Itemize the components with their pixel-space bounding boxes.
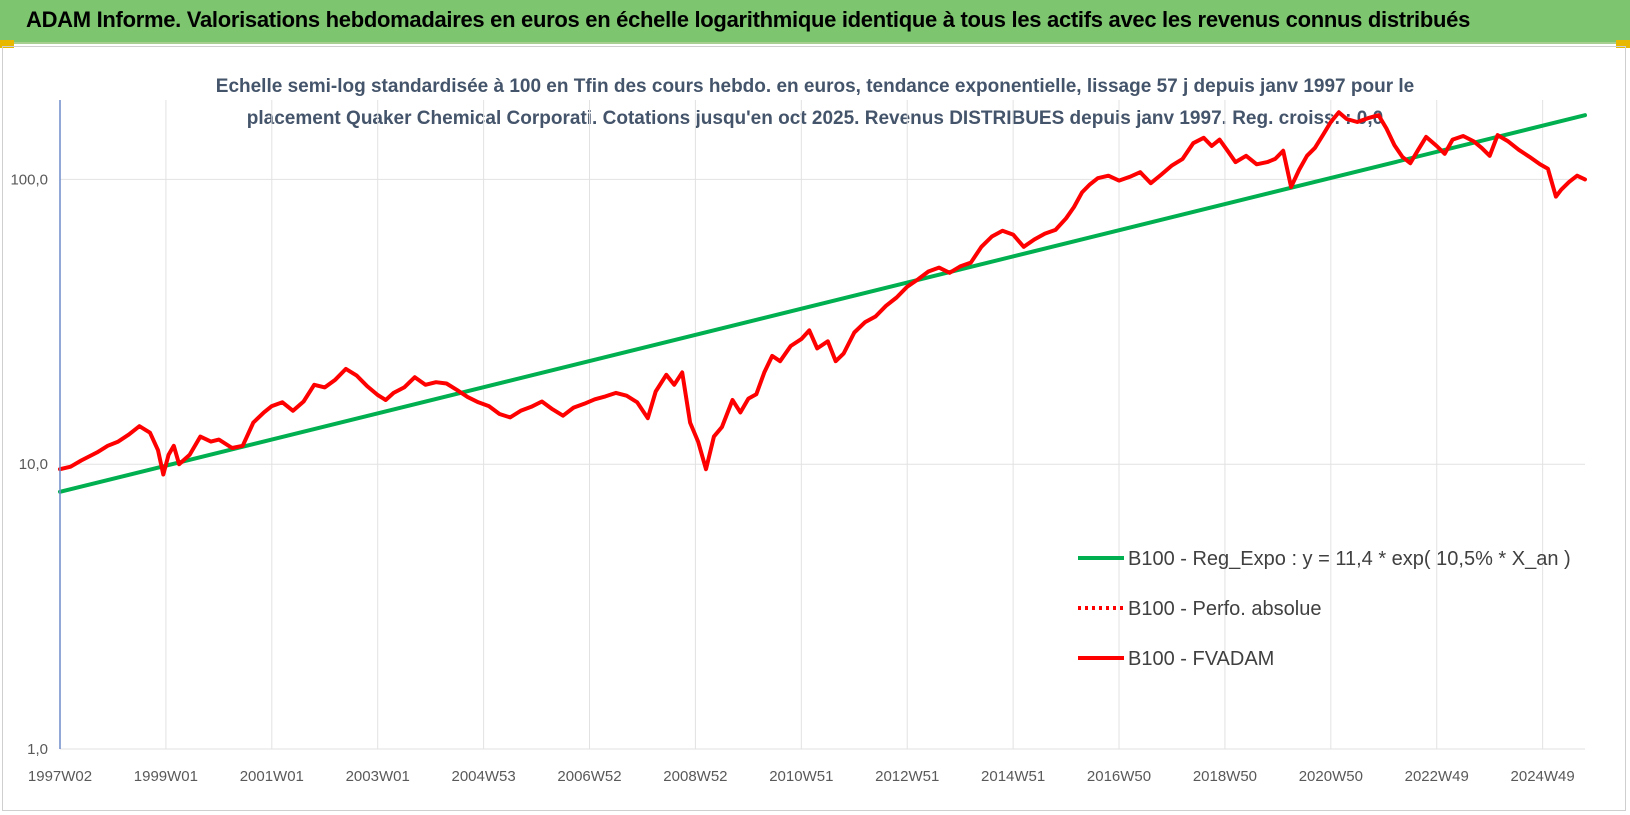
series-line-0 bbox=[58, 113, 1587, 494]
y-tick-label: 1,0 bbox=[27, 741, 48, 758]
x-tick-label: 2001W01 bbox=[240, 768, 304, 785]
x-tick-label: 2018W50 bbox=[1193, 768, 1257, 785]
x-tick-label: 2014W51 bbox=[981, 768, 1045, 785]
x-tick-label: 1997W02 bbox=[28, 768, 92, 785]
x-tick-label: 2008W52 bbox=[663, 768, 727, 785]
report-title: ADAM Informe. Valorisations hebdomadaire… bbox=[26, 7, 1471, 32]
plot-area bbox=[58, 110, 1587, 494]
x-tick-label: 2024W49 bbox=[1511, 768, 1575, 785]
x-tick-label: 2022W49 bbox=[1405, 768, 1469, 785]
y-tick-label: 10,0 bbox=[19, 456, 48, 473]
series-line-2 bbox=[58, 110, 1587, 477]
x-tick-label: 2020W50 bbox=[1299, 768, 1363, 785]
corner-marker bbox=[0, 40, 14, 48]
corner-marker bbox=[1616, 40, 1630, 48]
x-tick-label: 2004W53 bbox=[452, 768, 516, 785]
chart-frame bbox=[2, 46, 1626, 811]
legend-label: B100 - Perfo. absolue bbox=[1128, 598, 1321, 620]
x-tick-label: 2010W51 bbox=[769, 768, 833, 785]
legend-label: B100 - Reg_Expo : y = 11,4 * exp( 10,5% … bbox=[1128, 548, 1571, 570]
y-tick-label: 100,0 bbox=[10, 171, 48, 188]
chart-subtitle-line-1: Echelle semi-log standardisée à 100 en T… bbox=[216, 76, 1414, 97]
x-tick-label: 2003W01 bbox=[346, 768, 410, 785]
x-tick-label: 2006W52 bbox=[557, 768, 621, 785]
legend-label: B100 - FVADAM bbox=[1128, 648, 1274, 670]
x-tick-label: 2016W50 bbox=[1087, 768, 1151, 785]
gridlines bbox=[60, 100, 1585, 750]
report-banner: ADAM Informe. Valorisations hebdomadaire… bbox=[0, 0, 1630, 44]
x-tick-label: 1999W01 bbox=[134, 768, 198, 785]
legend: B100 - Reg_Expo : y = 11,4 * exp( 10,5% … bbox=[1078, 548, 1571, 670]
axes: 1,0 10,0 100,0 1997W02 1999W01 2001W01 2003W01… bbox=[10, 100, 1575, 785]
chart-subtitle-line-2: placement Quaker Chemical Corporati. Cot… bbox=[247, 108, 1383, 129]
x-tick-label: 2012W51 bbox=[875, 768, 939, 785]
